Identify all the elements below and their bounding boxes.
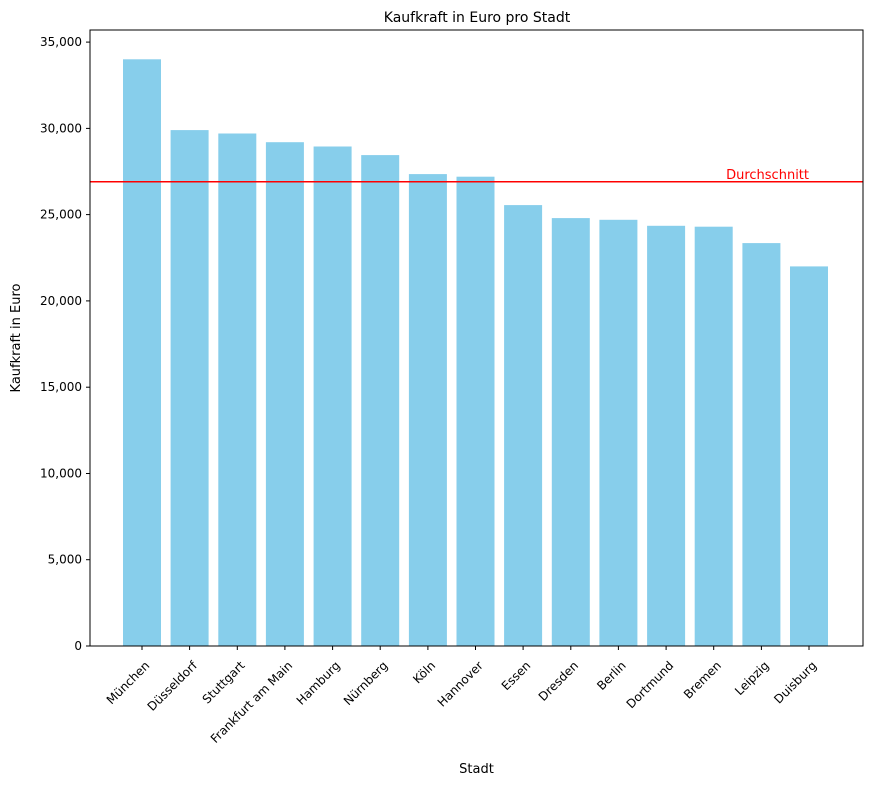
bar-12 <box>647 225 686 647</box>
y-axis-label: Kaufkraft in Euro <box>9 283 24 392</box>
x-tick-label: Stuttgart <box>200 658 248 706</box>
x-tick-label: Dortmund <box>624 658 677 711</box>
x-tick-label: Nürnberg <box>341 658 391 708</box>
bar-11 <box>599 219 638 647</box>
reference-line-group: Durchschnitt <box>90 168 863 183</box>
y-tick-label: 35,000 <box>40 35 82 49</box>
average-reference-label: Durchschnitt <box>726 168 809 183</box>
plot-area-frame <box>89 29 864 647</box>
y-axis: 0 5,000 10,000 15,000 20,000 25,000 30,000 35,0… <box>40 35 90 653</box>
y-tick-label: 5,000 <box>48 553 82 567</box>
x-tick-label: Leipzig <box>732 658 772 698</box>
x-axis-label: Stadt <box>459 762 494 777</box>
bar-5 <box>313 146 352 646</box>
y-tick-label: 30,000 <box>40 121 82 135</box>
x-tick-label: Bremen <box>681 658 724 701</box>
bar-14 <box>742 243 781 646</box>
bar-6 <box>361 155 400 646</box>
x-tick-label: Essen <box>499 658 534 693</box>
y-tick-label: 25,000 <box>40 208 82 222</box>
bar-1 <box>123 59 161 647</box>
y-tick-label: 20,000 <box>40 294 82 308</box>
x-tick-label: Hamburg <box>294 658 343 707</box>
x-tick-label: Köln <box>410 658 438 686</box>
x-tick-label: Duisburg <box>771 658 819 706</box>
x-tick-label: München <box>104 658 153 707</box>
bar-15 <box>790 266 828 646</box>
bar-8 <box>456 176 495 646</box>
y-tick-label: 10,000 <box>40 467 82 481</box>
x-tick-label: Dresden <box>536 658 581 703</box>
x-tick-label: Frankfurt am Main <box>208 658 295 745</box>
x-tick-label: Düsseldorf <box>145 658 201 714</box>
bar-9 <box>504 205 543 646</box>
y-tick-label: 15,000 <box>40 380 82 394</box>
bar-2 <box>170 130 209 647</box>
bar-3 <box>218 133 257 646</box>
chart-title: Kaufkraft in Euro pro Stadt <box>384 10 571 26</box>
bars-group <box>123 59 828 647</box>
bar-7 <box>408 174 447 646</box>
x-tick-label: Berlin <box>594 658 629 693</box>
bar-4 <box>265 142 304 646</box>
y-tick-label: 0 <box>74 639 82 653</box>
x-tick-label: Hannover <box>435 658 486 709</box>
bar-13 <box>694 226 733 646</box>
bar-10 <box>551 218 590 646</box>
